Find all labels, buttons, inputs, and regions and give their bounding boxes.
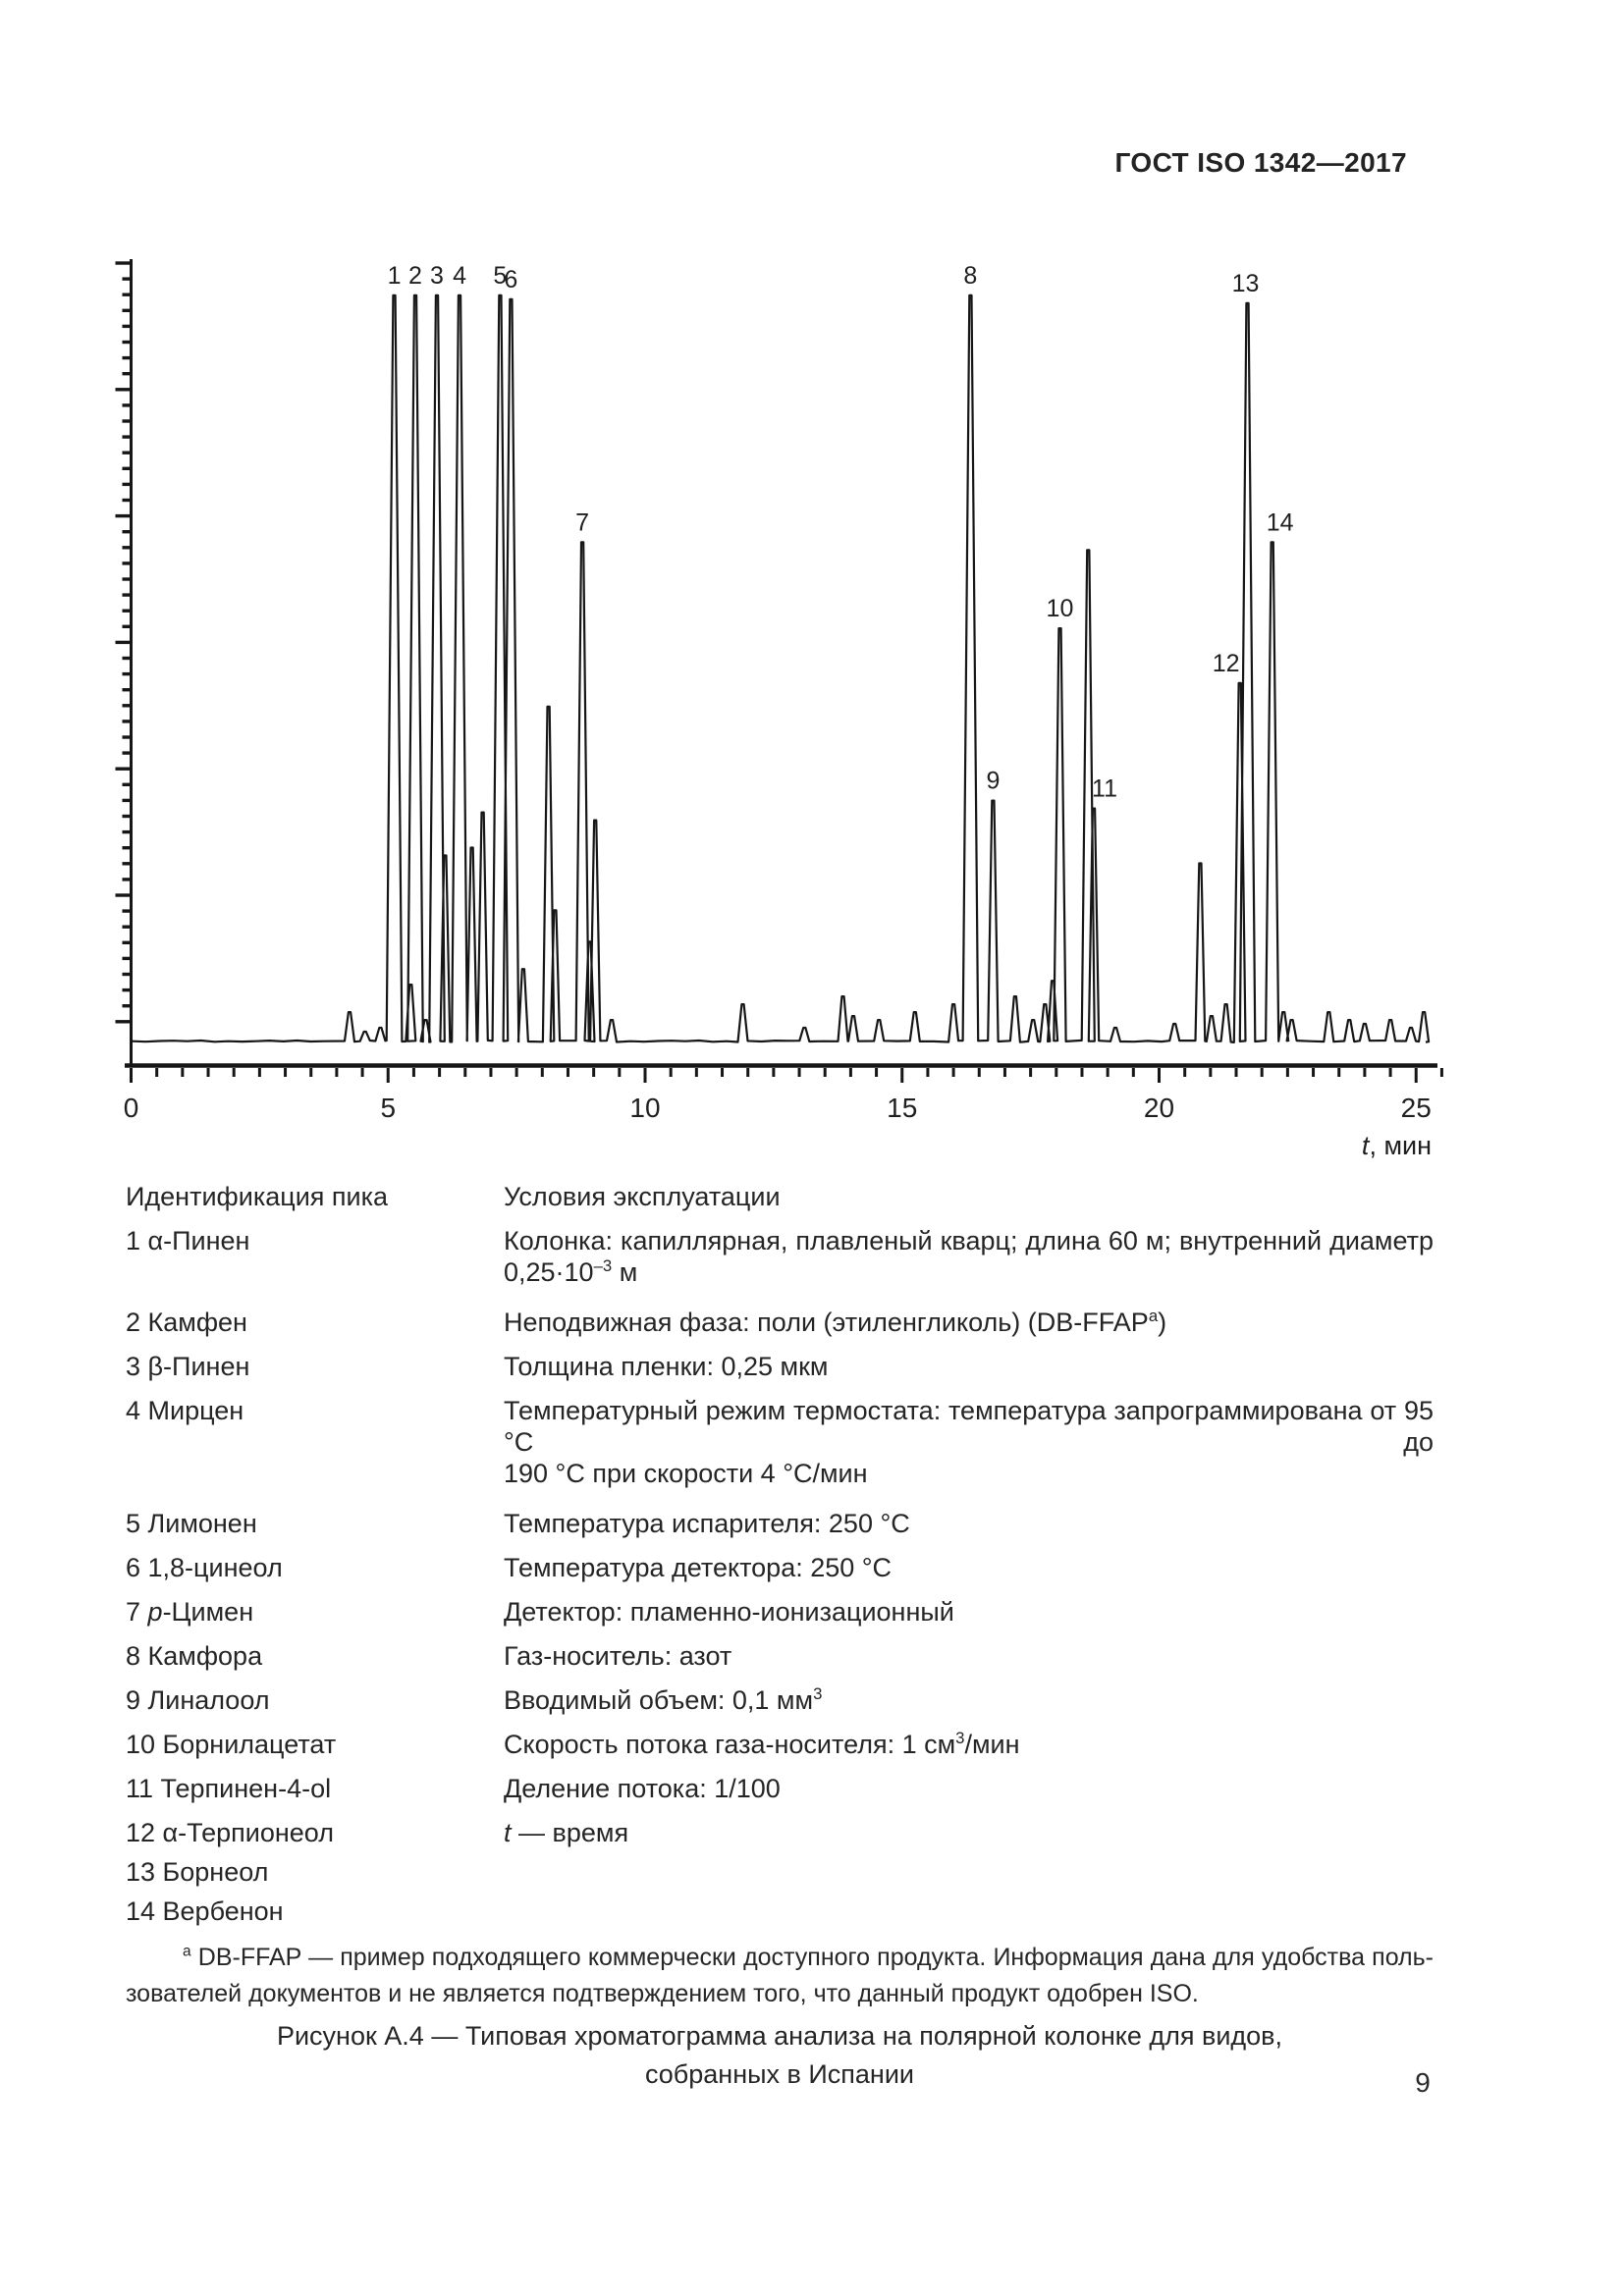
x-tick-label: 0 <box>124 1093 139 1123</box>
peak-id-cell: 2 Камфен <box>126 1308 247 1337</box>
table-row: 1 α-Пинен Колонка: капиллярная, плавленый… <box>126 1225 1434 1288</box>
peak-label: 7 <box>575 508 589 536</box>
condition-cell: Деление потока: 1/100 <box>504 1773 1434 1804</box>
peak-label: 4 <box>453 262 466 290</box>
table-row: 6 1,8-цинеол Температура детектора: 250 °… <box>126 1552 1434 1583</box>
identification-table: Идентификация пика Условия эксплуатации 1 … <box>126 1181 1434 1935</box>
peak-id-cell: 14 Вербенон <box>126 1896 284 1926</box>
peak-label: 12 <box>1213 650 1240 677</box>
table-row: 9 Линалоол Вводимый объем: 0,1 мм3 <box>126 1684 1434 1716</box>
peak-id-cell: 4 Мирцен <box>126 1396 244 1425</box>
table-row: 3 β-Пинен Толщина пленки: 0,25 мкм <box>126 1351 1434 1382</box>
table-row: 5 Лимонен Температура испарителя: 250 °С <box>126 1508 1434 1539</box>
condition-line: Температура испарителя: 250 °С <box>504 1509 910 1538</box>
condition-cell: t — время <box>504 1817 1434 1848</box>
figure-caption: Рисунок А.4 — Типовая хроматограмма анал… <box>126 2017 1434 2094</box>
page-number: 9 <box>1415 2067 1431 2098</box>
condition-cell: Колонка: капиллярная, плавленый кварц; д… <box>504 1225 1434 1288</box>
condition-cell: Температурный режим термостата: температ… <box>504 1395 1434 1489</box>
condition-line: 0,25·10–3 м <box>504 1256 638 1287</box>
peak-id-cell: 13 Борнеол <box>126 1857 269 1887</box>
condition-line: Толщина пленки: 0,25 мкм <box>504 1352 829 1381</box>
x-tick-label: 15 <box>887 1093 917 1123</box>
table-row: 10 Борнилацетат Скорость потока газа-носи… <box>126 1729 1434 1760</box>
table-row: 12 α-Терпионеол t — время <box>126 1817 1434 1848</box>
peak-label: 9 <box>986 768 1000 795</box>
peak-label: 8 <box>963 262 977 290</box>
x-tick-label: 10 <box>629 1093 660 1123</box>
condition-line: Деление потока: 1/100 <box>504 1774 781 1803</box>
condition-line: Газ-носитель: азот <box>504 1641 732 1671</box>
peak-id-cell: 5 Лимонен <box>126 1509 257 1538</box>
footnote: a DB-FFAP — пример подходящего коммерчес… <box>126 1940 1434 2012</box>
figure-caption-line-1: Рисунок А.4 — Типовая хроматограмма анал… <box>276 2021 1283 2051</box>
condition-cell: Условия эксплуатации <box>504 1181 1434 1212</box>
condition-cell: Скорость потока газа-носителя: 1 см3/мин <box>504 1729 1434 1760</box>
peak-id-cell: 1 α-Пинен <box>126 1226 250 1255</box>
x-tick-label: 5 <box>380 1093 396 1123</box>
peak-label: 2 <box>408 262 422 290</box>
x-axis-label: t, мин <box>1362 1131 1432 1160</box>
peak-id-cell: 9 Линалоол <box>126 1685 270 1715</box>
peak-label: 5 <box>493 262 507 290</box>
condition-cell: Детектор: пламенно-ионизационный <box>504 1596 1434 1628</box>
condition-line: Колонка: капиллярная, плавленый кварц; д… <box>504 1226 1434 1255</box>
condition-line: t — время <box>504 1818 629 1847</box>
peak-id-cell: 7 p-Цимен <box>126 1597 254 1627</box>
figure-caption-line-2: собранных в Испании <box>644 2059 914 2089</box>
peak-label: 1 <box>388 262 402 290</box>
x-tick-label: 20 <box>1144 1093 1174 1123</box>
condition-line: Вводимый объем: 0,1 мм3 <box>504 1684 823 1715</box>
peak-id-cell: 11 Терпинен-4-ol <box>126 1774 332 1803</box>
peak-label: 14 <box>1267 508 1294 536</box>
condition-line: Неподвижная фаза: поли (этиленгликоль) (… <box>504 1307 1167 1337</box>
condition-line: 190 °С при скорости 4 °С/мин <box>504 1459 868 1488</box>
document-header: ГОСТ ISO 1342—2017 <box>1114 147 1407 178</box>
peak-label: 13 <box>1232 270 1260 297</box>
peak-id-cell: 8 Камфора <box>126 1641 263 1671</box>
peak-id-cell: 3 β-Пинен <box>126 1352 250 1381</box>
peak-label: 3 <box>430 262 444 290</box>
table-row: 14 Вербенон <box>126 1896 1434 1927</box>
table-row: 2 Камфен Неподвижная фаза: поли (этиленгл… <box>126 1307 1434 1338</box>
peak-label: 11 <box>1092 775 1117 803</box>
peak-id-cell: 10 Борнилацетат <box>126 1730 337 1759</box>
table-row: 8 Камфора Газ-носитель: азот <box>126 1640 1434 1672</box>
footnote-line-2: зователей документов и не является подтв… <box>126 1980 1199 2007</box>
table-row: 7 p-Цимен Детектор: пламенно-ионизационны… <box>126 1596 1434 1628</box>
peak-id-cell: Идентификация пика <box>126 1182 389 1211</box>
footnote-line-1: a DB-FFAP — пример подходящего коммерчес… <box>126 1940 1434 1976</box>
footnote-marker: a <box>183 1943 191 1960</box>
condition-line: Температура детектора: 250 °С <box>504 1553 893 1582</box>
condition-line: Условия эксплуатации <box>504 1182 781 1211</box>
peak-id-cell: 6 1,8-цинеол <box>126 1553 283 1582</box>
condition-cell: Толщина пленки: 0,25 мкм <box>504 1351 1434 1382</box>
peak-id-cell: 12 α-Терпионеол <box>126 1818 334 1847</box>
peak-label: 10 <box>1047 595 1074 622</box>
table-row: Идентификация пика Условия эксплуатации <box>126 1181 1434 1212</box>
x-tick-label: 25 <box>1401 1093 1432 1123</box>
condition-cell: Температура испарителя: 250 °С <box>504 1508 1434 1539</box>
footnote-text-1: DB-FFAP — пример подходящего коммерчески… <box>190 1944 1434 1971</box>
condition-cell: Газ-носитель: азот <box>504 1640 1434 1672</box>
table-row: 11 Терпинен-4-ol Деление потока: 1/100 <box>126 1773 1434 1804</box>
condition-cell: Неподвижная фаза: поли (этиленгликоль) (… <box>504 1307 1434 1338</box>
table-row: 4 Мирцен Температурный режим термостата: … <box>126 1395 1434 1489</box>
condition-line: Температурный режим термостата: температ… <box>504 1396 1434 1457</box>
chromatogram-trace <box>132 294 1431 1043</box>
condition-cell: Вводимый объем: 0,1 мм3 <box>504 1684 1434 1716</box>
condition-line: Скорость потока газа-носителя: 1 см3/мин <box>504 1729 1020 1759</box>
peak-label: 6 <box>504 266 517 294</box>
condition-cell: Температура детектора: 250 °С <box>504 1552 1434 1583</box>
table-row: 13 Борнеол <box>126 1856 1434 1888</box>
condition-line: Детектор: пламенно-ионизационный <box>504 1597 954 1627</box>
